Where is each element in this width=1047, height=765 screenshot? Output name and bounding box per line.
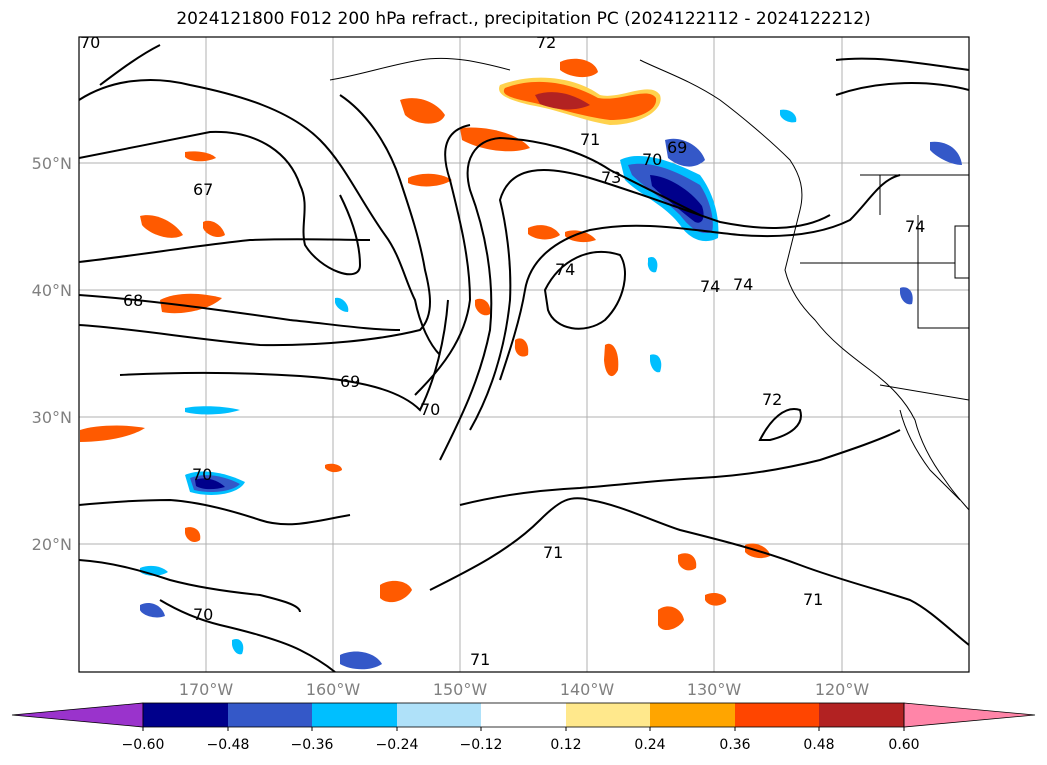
latitude-labels: 50°N 40°N 30°N 20°N <box>32 154 72 554</box>
contour-label: 69 <box>667 138 687 157</box>
contour-label: 73 <box>601 168 621 187</box>
contour-label: 69 <box>340 372 360 391</box>
contour-label: 70 <box>80 33 100 52</box>
colorbar-segment <box>650 703 735 727</box>
contour-label: 71 <box>470 650 490 669</box>
colorbar-segment <box>397 703 481 727</box>
colorbar-tick-label: −0.12 <box>460 737 503 753</box>
colorbar-tick-label: 0.60 <box>888 737 919 753</box>
contour-label: 68 <box>123 291 143 310</box>
contour-label: 74 <box>733 275 753 294</box>
refractivity-contours <box>79 44 969 672</box>
colorbar-segment <box>228 703 312 727</box>
colorbar-tick-label: −0.60 <box>122 737 165 753</box>
colorbar-extend-low <box>11 702 144 728</box>
lon-label: 140°W <box>560 680 615 699</box>
lon-label: 160°W <box>306 680 361 699</box>
colorbar-tick-label: 0.12 <box>550 737 581 753</box>
lon-label: 170°W <box>179 680 234 699</box>
contour-label: 74 <box>905 217 925 236</box>
longitude-labels: 170°W 160°W 150°W 140°W 130°W 120°W <box>179 680 870 699</box>
colorbar-tick-label: 0.24 <box>634 737 665 753</box>
colorbar-segment <box>566 703 650 727</box>
colorbar-segment <box>143 703 228 727</box>
colorbar-extend-high <box>903 702 1036 728</box>
colorbar-segment <box>481 703 566 727</box>
coastlines <box>329 57 969 511</box>
contour-label: 70 <box>642 150 662 169</box>
lat-label: 50°N <box>32 154 72 173</box>
colorbar: −0.60 −0.48 −0.36 −0.24 −0.12 0.12 0.24 … <box>11 702 1036 753</box>
contour-label: 70 <box>420 400 440 419</box>
lon-label: 120°W <box>815 680 870 699</box>
colorbar-segment <box>735 703 819 727</box>
colorbar-tick-label: −0.36 <box>291 737 334 753</box>
colorbar-tick-label: 0.36 <box>719 737 750 753</box>
contour-label: 71 <box>580 130 600 149</box>
contour-label: 70 <box>193 605 213 624</box>
contour-label: 67 <box>193 180 213 199</box>
lat-label: 30°N <box>32 408 72 427</box>
colorbar-segment <box>312 703 397 727</box>
contour-label: 72 <box>762 390 782 409</box>
colorbar-tick-label: −0.48 <box>207 737 250 753</box>
contour-label: 71 <box>543 543 563 562</box>
lat-label: 40°N <box>32 281 72 300</box>
gridlines <box>79 37 969 672</box>
colorbar-segment <box>819 703 904 727</box>
colorbar-tick-label: 0.48 <box>803 737 834 753</box>
lon-label: 130°W <box>687 680 742 699</box>
precip-negative-areas <box>140 109 962 670</box>
lon-label: 150°W <box>433 680 488 699</box>
map-frame <box>78 36 970 673</box>
contour-labels: 70 72 71 70 69 73 67 74 74 74 74 68 69 7… <box>80 33 925 669</box>
contour-label: 74 <box>555 260 575 279</box>
colorbar-tick-label: −0.24 <box>376 737 419 753</box>
lat-label: 20°N <box>32 535 72 554</box>
precip-positive-areas <box>80 58 770 631</box>
contour-label: 71 <box>803 590 823 609</box>
contour-label: 74 <box>700 277 720 296</box>
contour-label: 72 <box>536 33 556 52</box>
map-title: 2024121800 F012 200 hPa refract., precip… <box>176 9 871 29</box>
contour-label: 70 <box>192 465 212 484</box>
